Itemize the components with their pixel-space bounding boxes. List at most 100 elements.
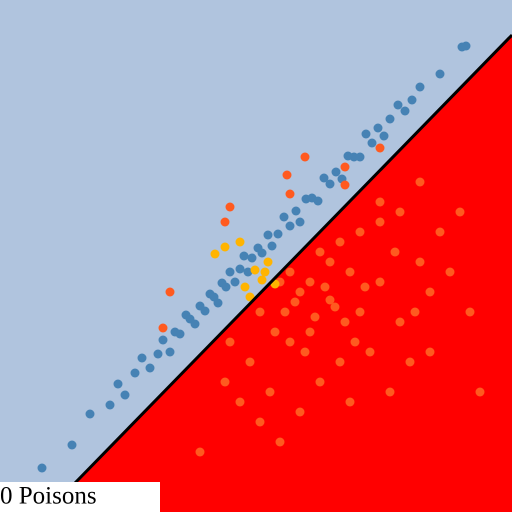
- point: [225, 202, 235, 212]
- point: [315, 247, 325, 257]
- point: [379, 131, 389, 141]
- point: [319, 173, 329, 183]
- point: [320, 282, 330, 292]
- point: [305, 277, 315, 287]
- point: [340, 180, 350, 190]
- point: [265, 387, 275, 397]
- point: [158, 335, 168, 345]
- point: [213, 298, 223, 308]
- point: [375, 197, 385, 207]
- point: [385, 114, 395, 124]
- point: [120, 390, 130, 400]
- point: [331, 167, 341, 177]
- point: [375, 277, 385, 287]
- point: [165, 287, 175, 297]
- point: [113, 379, 123, 389]
- point: [145, 363, 155, 373]
- point: [310, 312, 320, 322]
- point: [390, 247, 400, 257]
- point: [361, 129, 371, 139]
- point: [340, 317, 350, 327]
- point: [400, 106, 410, 116]
- point: [260, 267, 270, 277]
- point: [85, 409, 95, 419]
- point: [415, 177, 425, 187]
- point: [410, 307, 420, 317]
- point: [190, 319, 200, 329]
- point: [330, 302, 340, 312]
- point: [415, 82, 425, 92]
- point: [425, 287, 435, 297]
- point: [291, 206, 301, 216]
- point: [335, 237, 345, 247]
- point: [230, 277, 240, 287]
- point: [395, 207, 405, 217]
- point: [313, 196, 323, 206]
- point: [335, 357, 345, 367]
- point: [367, 138, 377, 148]
- point: [285, 221, 295, 231]
- point: [267, 241, 277, 251]
- point: [105, 400, 115, 410]
- point: [250, 265, 260, 275]
- point: [415, 257, 425, 267]
- point: [225, 337, 235, 347]
- point: [153, 349, 163, 359]
- point: [158, 323, 168, 333]
- point: [373, 123, 383, 133]
- point: [300, 347, 310, 357]
- point: [395, 317, 405, 327]
- point: [360, 282, 370, 292]
- point: [315, 377, 325, 387]
- point: [220, 242, 230, 252]
- point: [175, 329, 185, 339]
- point: [67, 440, 77, 450]
- point: [235, 264, 245, 274]
- decision-boundary: [73, 33, 512, 485]
- point: [295, 407, 305, 417]
- point: [273, 229, 283, 239]
- point: [365, 347, 375, 357]
- point: [435, 69, 445, 79]
- point: [465, 307, 475, 317]
- point: [220, 377, 230, 387]
- point: [280, 307, 290, 317]
- point: [221, 282, 231, 292]
- point: [445, 267, 455, 277]
- point: [282, 170, 292, 180]
- point: [461, 41, 471, 51]
- point: [243, 267, 253, 277]
- point: [290, 297, 300, 307]
- point: [210, 249, 220, 259]
- point: [385, 387, 395, 397]
- point: [350, 337, 360, 347]
- point: [263, 257, 273, 267]
- point: [355, 227, 365, 237]
- point: [355, 307, 365, 317]
- point: [325, 179, 335, 189]
- point: [225, 267, 235, 277]
- point: [257, 248, 267, 258]
- point: [247, 253, 257, 263]
- point: [285, 267, 295, 277]
- point: [455, 207, 465, 217]
- point: [245, 357, 255, 367]
- point: [235, 237, 245, 247]
- point: [137, 353, 147, 363]
- point: [305, 327, 315, 337]
- point: [37, 463, 47, 473]
- point: [285, 337, 295, 347]
- point: [295, 287, 305, 297]
- point: [375, 217, 385, 227]
- point: [239, 251, 249, 261]
- point: [255, 307, 265, 317]
- point: [325, 295, 335, 305]
- point: [130, 368, 140, 378]
- point: [345, 267, 355, 277]
- point: [220, 217, 230, 227]
- point: [275, 437, 285, 447]
- point: [300, 152, 310, 162]
- point: [255, 417, 265, 427]
- point: [165, 347, 175, 357]
- point: [425, 347, 435, 357]
